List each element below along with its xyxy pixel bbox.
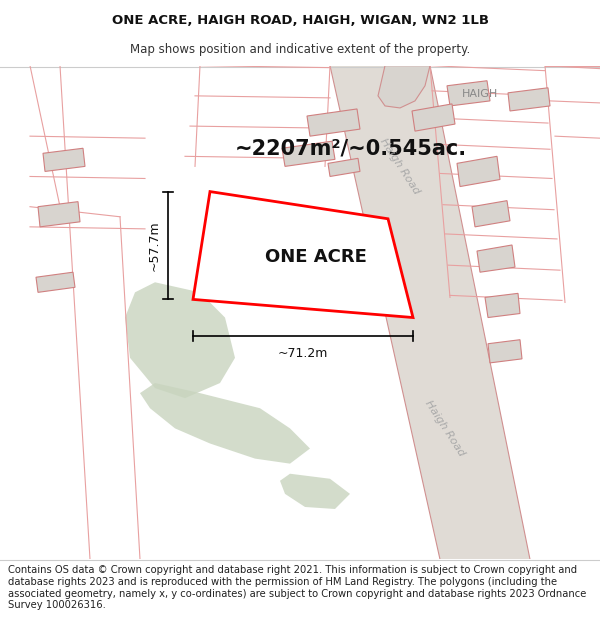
Polygon shape [330, 66, 530, 559]
Polygon shape [485, 293, 520, 318]
Polygon shape [447, 81, 490, 106]
Text: Haigh Road: Haigh Road [378, 137, 422, 196]
Text: ~57.7m: ~57.7m [148, 220, 161, 271]
Text: ONE ACRE: ONE ACRE [265, 248, 367, 266]
Polygon shape [38, 202, 80, 227]
Polygon shape [280, 474, 350, 509]
Text: ~71.2m: ~71.2m [278, 348, 328, 361]
Text: Contains OS data © Crown copyright and database right 2021. This information is : Contains OS data © Crown copyright and d… [8, 566, 586, 610]
Polygon shape [508, 88, 550, 111]
Text: ONE ACRE, HAIGH ROAD, HAIGH, WIGAN, WN2 1LB: ONE ACRE, HAIGH ROAD, HAIGH, WIGAN, WN2 … [112, 14, 488, 28]
Polygon shape [36, 272, 75, 292]
Text: HAIGH: HAIGH [462, 89, 498, 99]
Polygon shape [282, 141, 335, 166]
Text: Haigh Road: Haigh Road [423, 399, 467, 458]
Polygon shape [193, 192, 413, 318]
Polygon shape [378, 66, 430, 108]
Polygon shape [457, 156, 500, 186]
Polygon shape [488, 340, 522, 363]
Text: Map shows position and indicative extent of the property.: Map shows position and indicative extent… [130, 42, 470, 56]
Polygon shape [472, 201, 510, 227]
Polygon shape [307, 109, 360, 136]
Polygon shape [477, 245, 515, 272]
Polygon shape [125, 282, 235, 398]
Text: ~2207m²/~0.545ac.: ~2207m²/~0.545ac. [235, 138, 467, 158]
Polygon shape [328, 158, 360, 176]
Polygon shape [140, 383, 310, 464]
Polygon shape [43, 148, 85, 171]
Polygon shape [412, 104, 455, 131]
